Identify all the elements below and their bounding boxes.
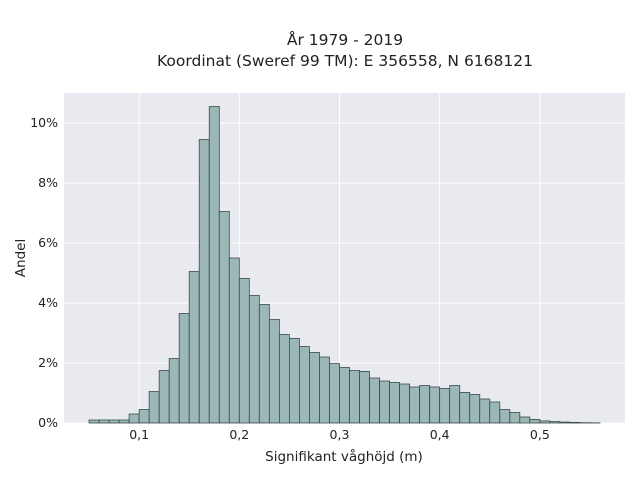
histogram-bar [228,257,240,424]
histogram-bar [198,139,210,424]
y-tick-label: 10% [30,115,58,130]
histogram-bar [118,419,130,424]
histogram-bar [128,413,140,424]
y-tick-label: 2% [38,355,58,370]
histogram-bar [499,409,511,424]
histogram-bar [559,421,571,424]
histogram-bar [309,352,320,424]
histogram-bar [248,295,260,424]
histogram-bar [419,385,431,424]
histogram-bar [98,419,110,424]
histogram-bar [349,370,360,424]
histogram-bar [519,416,531,424]
y-tick-label: 0% [38,415,58,430]
histogram-bar [359,370,370,424]
histogram-bar [278,334,290,424]
histogram-bar [399,383,411,424]
histogram-bar [188,271,200,424]
histogram-bar [138,409,150,424]
histogram-bar [268,319,280,424]
histogram-bar [389,382,400,424]
y-tick-label: 6% [38,235,58,250]
histogram-bar [329,363,340,424]
histogram-bar [429,386,441,424]
histogram-bar [479,398,491,424]
histogram-bar [369,377,380,424]
histogram-bar [509,412,521,424]
x-tick-label: 0,4 [430,427,450,442]
x-axis-ticks: 0,1 0,2 0,3 0,4 0,5 [129,427,550,442]
histogram-bar [549,421,561,424]
histogram-bar [208,106,220,424]
histogram-bar [238,277,250,424]
histogram-bar [168,358,180,424]
histogram-bar [469,394,481,424]
y-tick-label: 4% [38,295,58,310]
histogram-bar [539,420,551,424]
histogram-bar [258,304,270,424]
histogram-bar [339,367,350,424]
histogram-bar [289,337,300,424]
histogram-bar [158,370,170,424]
histogram-bar [459,391,471,424]
x-tick-label: 0,3 [330,427,350,442]
histogram-bar [88,419,100,424]
y-axis-label: Andel [13,239,29,277]
x-axis-label: Signifikant våghöjd (m) [265,448,423,465]
histogram-bar [439,388,451,424]
bars-group [88,106,601,424]
histogram-bar [489,401,501,424]
histogram-bar [218,211,230,424]
histogram-bar [108,419,120,424]
histogram-bar [529,418,541,424]
chart-title-line-2: Koordinat (Sweref 99 TM): E 356558, N 61… [157,52,533,70]
histogram-bar [379,380,390,424]
chart-title-line-1: År 1979 - 2019 [287,30,403,49]
histogram-bar [178,313,190,424]
histogram-bar [148,391,160,424]
grid-lines [64,93,625,424]
histogram-bar [449,385,461,424]
y-axis-ticks: 0% 2% 4% 6% 8% 10% [30,115,58,430]
histogram-bar [319,356,330,424]
y-tick-label: 8% [38,175,58,190]
histogram-bar [409,386,421,424]
x-tick-label: 0,2 [229,427,249,442]
x-tick-label: 0,1 [129,427,149,442]
histogram-bar [299,346,310,424]
histogram-bar [569,421,581,424]
x-tick-label: 0,5 [530,427,550,442]
